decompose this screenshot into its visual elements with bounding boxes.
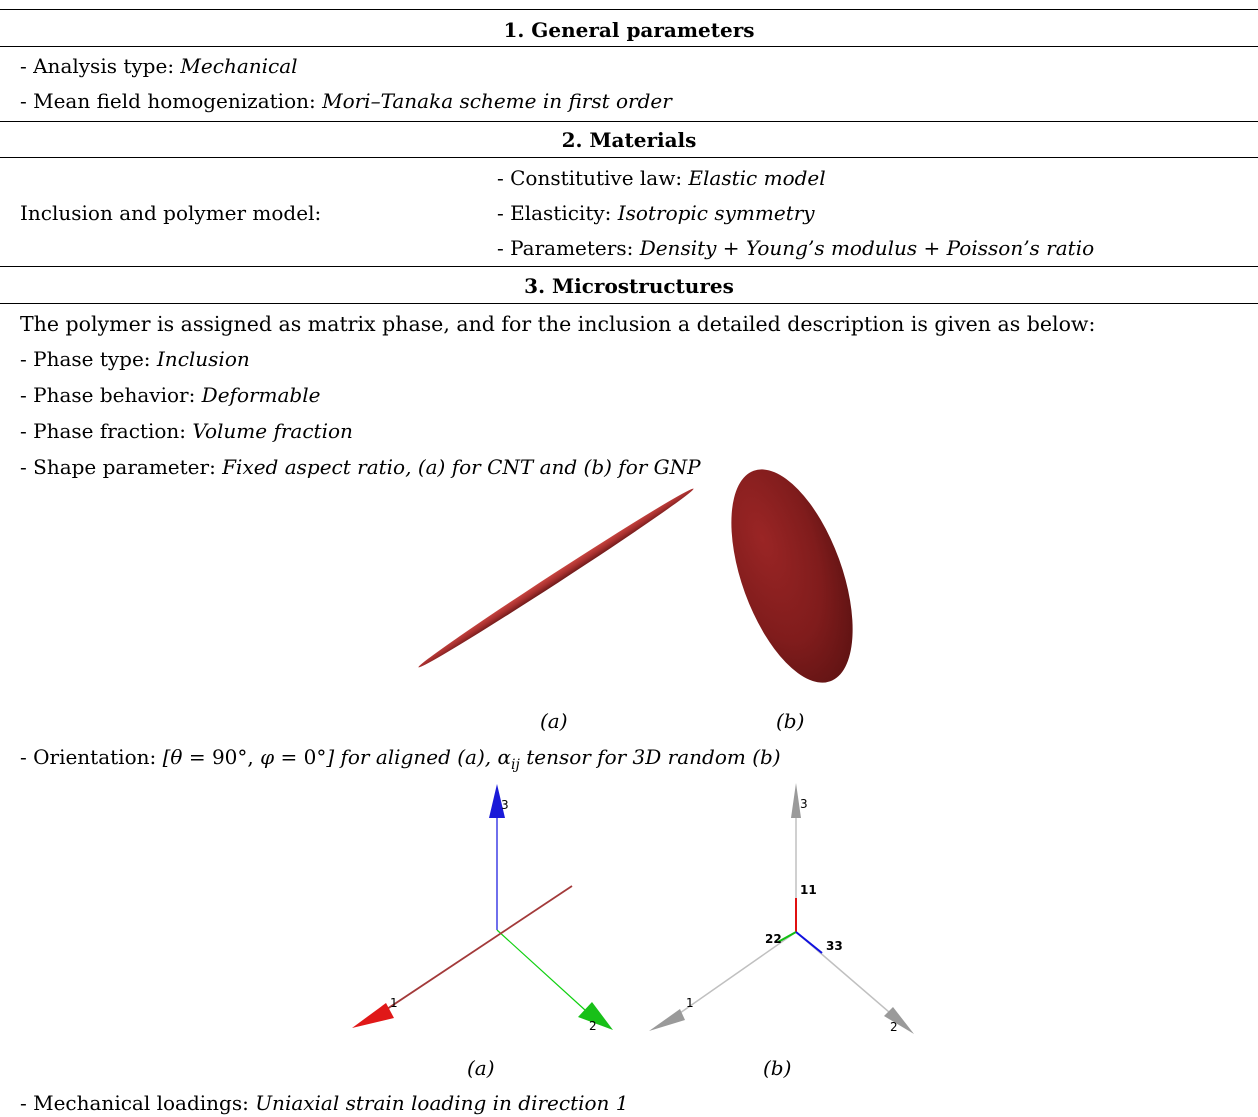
figure2-caption-b: (b)	[763, 1056, 792, 1080]
phase-type-label: - Phase type:	[20, 347, 157, 371]
axis1-label: 1	[390, 996, 398, 1010]
axis1-arrowhead	[649, 1009, 685, 1031]
phase-type-value: Inclusion	[156, 347, 250, 371]
elasticity-line: - Elasticity: Isotropic symmetry	[497, 199, 815, 227]
section-header-micro: 3. Microstructures	[524, 274, 734, 298]
orientation-line: - Orientation: [θ = 90°, φ = 0°] for ali…	[20, 743, 781, 779]
constitutive-law-value: Elastic model	[688, 166, 826, 190]
section-header-rule	[0, 157, 1258, 158]
alpha-subscript: ij	[511, 757, 520, 773]
axis2-arrowhead	[884, 1007, 914, 1034]
phase-fraction-label: - Phase fraction:	[20, 419, 193, 443]
figure1-caption-b: (b)	[776, 709, 805, 733]
micro-intro: The polymer is assigned as matrix phase,…	[20, 312, 1096, 336]
analysis-type-line: - Analysis type: Mechanical	[20, 52, 298, 80]
section-header-rule	[0, 46, 1258, 47]
homogenization-label: - Mean field homogenization:	[20, 89, 323, 113]
parameters-value: Density + Young’s modulus + Poisson’s ra…	[639, 236, 1095, 260]
analysis-type-label: - Analysis type:	[20, 54, 181, 78]
orientation-label: - Orientation:	[20, 745, 163, 769]
orientation-random-text: tensor for 3D random (b)	[519, 745, 781, 769]
mechanical-loadings-value: Uniaxial strain loading in direction 1	[255, 1091, 629, 1115]
axis1-label: 1	[686, 996, 694, 1010]
figure2-caption-a: (a)	[467, 1056, 495, 1080]
axis3-label: 3	[800, 797, 808, 811]
gnp-inclusion-shape	[731, 469, 853, 683]
phase-fraction-line: - Phase fraction: Volume fraction	[20, 417, 353, 445]
parameters-line: - Parameters: Density + Young’s modulus …	[497, 234, 1094, 262]
mechanical-loadings-line: - Mechanical loadings: Uniaxial strain l…	[20, 1089, 629, 1117]
orientation-bracket-open: [	[162, 745, 171, 769]
figure1-caption-a: (a)	[540, 709, 568, 733]
section-header-rule	[0, 303, 1258, 304]
model-label: Inclusion and polymer model:	[20, 201, 322, 225]
phase-behavior-line: - Phase behavior: Deformable	[20, 381, 320, 409]
phi-value: = 0°	[274, 745, 327, 769]
elasticity-label: - Elasticity:	[497, 201, 618, 225]
homogenization-line: - Mean field homogenization: Mori–Tanaka…	[20, 87, 672, 115]
axis2-label: 2	[589, 1019, 597, 1033]
alpha-symbol: α	[497, 745, 512, 769]
axis2-label: 2	[890, 1020, 898, 1034]
section-header-general: 1. General parameters	[503, 18, 755, 42]
axis3-arrowhead	[791, 783, 801, 818]
phase-fraction-value: Volume fraction	[192, 419, 353, 443]
homogenization-value: Mori–Tanaka scheme in first order	[322, 89, 672, 113]
table-top-rule	[0, 9, 1258, 10]
constitutive-law-line: - Constitutive law: Elastic model	[497, 164, 826, 192]
aligned-orientation-axes: 3 2 1	[352, 784, 613, 1033]
elasticity-value: Isotropic symmetry	[617, 201, 815, 225]
theta-value: = 90°,	[182, 745, 261, 769]
section-rule	[0, 121, 1258, 122]
section-header-materials: 2. Materials	[561, 128, 697, 152]
axis2-arrowhead	[578, 1002, 613, 1030]
cnt-inclusion-shape	[418, 488, 694, 668]
parameters-label: - Parameters:	[497, 236, 640, 260]
shape-parameter-line: - Shape parameter: Fixed aspect ratio, (…	[20, 453, 701, 481]
phase-type-line: - Phase type: Inclusion	[20, 345, 250, 373]
a22-label: 22	[765, 932, 782, 946]
axis3-arrowhead	[489, 784, 505, 818]
phi-symbol: φ	[260, 745, 275, 769]
section-rule	[0, 266, 1258, 267]
a33-label: 33	[826, 939, 843, 953]
shape-parameter-label: - Shape parameter:	[20, 455, 223, 479]
analysis-type-value: Mechanical	[180, 54, 298, 78]
axis1-arrowhead	[352, 1003, 394, 1028]
theta-symbol: θ	[170, 745, 183, 769]
phase-behavior-label: - Phase behavior:	[20, 383, 202, 407]
shape-parameter-value: Fixed aspect ratio, (a) for CNT and (b) …	[222, 455, 701, 479]
orientation-aligned-text: ] for aligned (a),	[326, 745, 498, 769]
axis3-label: 3	[501, 798, 509, 812]
phase-behavior-value: Deformable	[201, 383, 321, 407]
constitutive-law-label: - Constitutive law:	[497, 166, 689, 190]
a11-label: 11	[800, 883, 817, 897]
random-orientation-axes: 3 11 22 33 1 2	[649, 783, 914, 1034]
mechanical-loadings-label: - Mechanical loadings:	[20, 1091, 256, 1115]
